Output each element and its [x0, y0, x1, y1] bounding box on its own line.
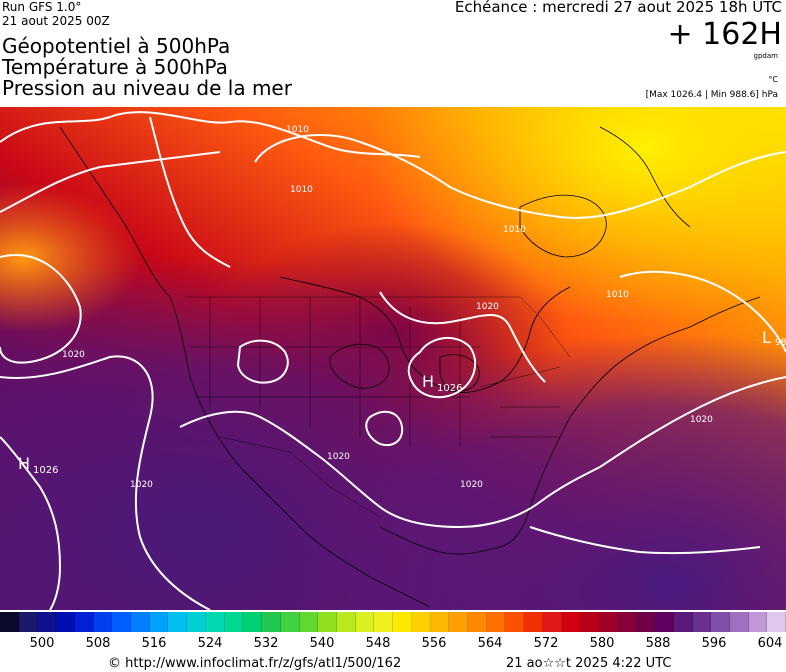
color-scale-label: 548: [365, 636, 391, 651]
color-scale-cell: [224, 612, 244, 632]
color-scale-cell: [336, 612, 356, 632]
color-scale-cell: [449, 612, 468, 632]
color-scale-cell: [18, 612, 38, 632]
color-scale-label: 564: [477, 636, 503, 651]
forecast-validity: Echéance : mercredi 27 aout 2025 18h UTC: [454, 0, 782, 16]
color-scale-label: 580: [589, 636, 615, 651]
color-scale-cell: [599, 612, 618, 632]
color-scale-cell: [37, 612, 57, 632]
low-pressure-marker: L: [762, 328, 771, 347]
color-scale-cell: [748, 612, 768, 632]
isobar-label: 1020: [130, 480, 153, 490]
color-scale-label: 532: [253, 636, 279, 651]
color-scale-cell: [393, 612, 412, 632]
color-scale-label: 596: [701, 636, 727, 651]
unit-geopotential: gpdam: [753, 52, 778, 60]
color-scale-cell: [617, 612, 637, 632]
color-scale-cell: [711, 612, 731, 632]
color-scale-label: 500: [29, 636, 55, 651]
color-scale-cell: [374, 612, 394, 632]
color-scale-cell: [299, 612, 319, 632]
generated-date: 21 ao☆☆t 2025 4:22 UTC: [506, 656, 672, 671]
color-scale-cell: [112, 612, 132, 632]
color-scale-cell: [505, 612, 525, 632]
color-scale-cell: [280, 612, 300, 632]
color-scale-cell: [542, 612, 562, 632]
color-scale-cell: [243, 612, 263, 632]
isobars: [0, 111, 786, 610]
color-scale-cell: [411, 612, 431, 632]
color-scale-cell: [205, 612, 225, 632]
color-scale-cell: [149, 612, 169, 632]
color-scale-cell: [636, 612, 656, 632]
color-scale-cell: [56, 612, 75, 632]
color-scale-cell: [168, 612, 188, 632]
color-scale-cell: [561, 612, 581, 632]
color-scale-label: 588: [645, 636, 671, 651]
run-info: Run GFS 1.0° 21 aout 2025 00Z: [2, 0, 110, 28]
color-scale-label: 572: [533, 636, 559, 651]
color-scale-label: 508: [85, 636, 111, 651]
isobar-label: 1020: [460, 480, 483, 490]
color-scale-cell: [730, 612, 749, 632]
title-geopotential: Géopotentiel à 500hPa: [2, 34, 231, 58]
color-scale-label: 604: [757, 636, 783, 651]
color-scale-cell: [262, 612, 281, 632]
run-date: 21 aout 2025 00Z: [2, 14, 110, 28]
isobar-label: 1020: [690, 415, 713, 425]
forecast-hour: + 162H: [667, 17, 783, 52]
color-scale-cell: [318, 612, 337, 632]
high-pressure-value: 1026: [33, 465, 58, 476]
isobar-label: 1020: [476, 302, 499, 312]
color-scale-cell: [74, 612, 94, 632]
coastlines: [59, 126, 761, 608]
map-titles: Géopotentiel à 500hPa Température à 500h…: [2, 36, 292, 99]
color-scale-cell: [655, 612, 674, 632]
high-pressure-marker: H: [422, 372, 434, 391]
run-label: Run GFS 1.0°: [2, 0, 82, 14]
weather-map[interactable]: 1010 1010 1010 1010 1020 1020 1020 1020 …: [0, 107, 786, 610]
pressure-centers: H 1026 H 1026 L 98: [18, 328, 786, 476]
color-scale-cell: [580, 612, 599, 632]
isobar-label: 1010: [286, 125, 309, 135]
political-borders: [185, 296, 571, 518]
isobar-label: 1020: [327, 452, 350, 462]
color-scale-label: 540: [309, 636, 335, 651]
color-scale-cell: [486, 612, 506, 632]
color-scale-cell: [692, 612, 712, 632]
color-scale-labels: 500 508 516 524 532 540 548 556 564 572 580 588 596 6…: [0, 636, 786, 652]
title-pressure: Pression au niveau de la mer: [2, 76, 292, 100]
high-pressure-marker: H: [18, 454, 30, 473]
color-scale-label: 556: [421, 636, 447, 651]
isobar-label: 1010: [290, 185, 313, 195]
color-scale-cell: [430, 612, 450, 632]
isobar-labels: 1010 1010 1010 1010 1020 1020 1020 1020 …: [62, 125, 713, 490]
source-url[interactable]: © http://www.infoclimat.fr/z/gfs/atl1/50…: [108, 656, 402, 671]
color-scale-label: 516: [141, 636, 167, 651]
color-scale-cell: [93, 612, 113, 632]
color-scale-cell: [187, 612, 206, 632]
color-scale-cell: [467, 612, 487, 632]
isobar-label: 1020: [62, 350, 85, 360]
color-scale-cell: [131, 612, 150, 632]
temperature-nw: [0, 107, 786, 610]
color-scale-cell: [355, 612, 375, 632]
unit-temperature: °C: [768, 75, 778, 84]
color-scale-cell: [0, 612, 19, 632]
isobar-label: 1010: [503, 225, 526, 235]
high-pressure-value: 1026: [437, 383, 462, 394]
color-scale-label: 524: [197, 636, 223, 651]
isobar-label: 1010: [606, 290, 629, 300]
map-canvas: 1010 1010 1010 1010 1020 1020 1020 1020 …: [0, 107, 786, 610]
title-temperature: Température à 500hPa: [2, 55, 228, 79]
pressure-range: [Max 1026.4 | Min 988.6] hPa: [645, 90, 778, 100]
color-scale: [0, 612, 786, 632]
color-scale-cell: [524, 612, 543, 632]
low-pressure-value: 98: [775, 338, 786, 348]
color-scale-cell: [673, 612, 693, 632]
color-scale-cell: [767, 612, 786, 632]
